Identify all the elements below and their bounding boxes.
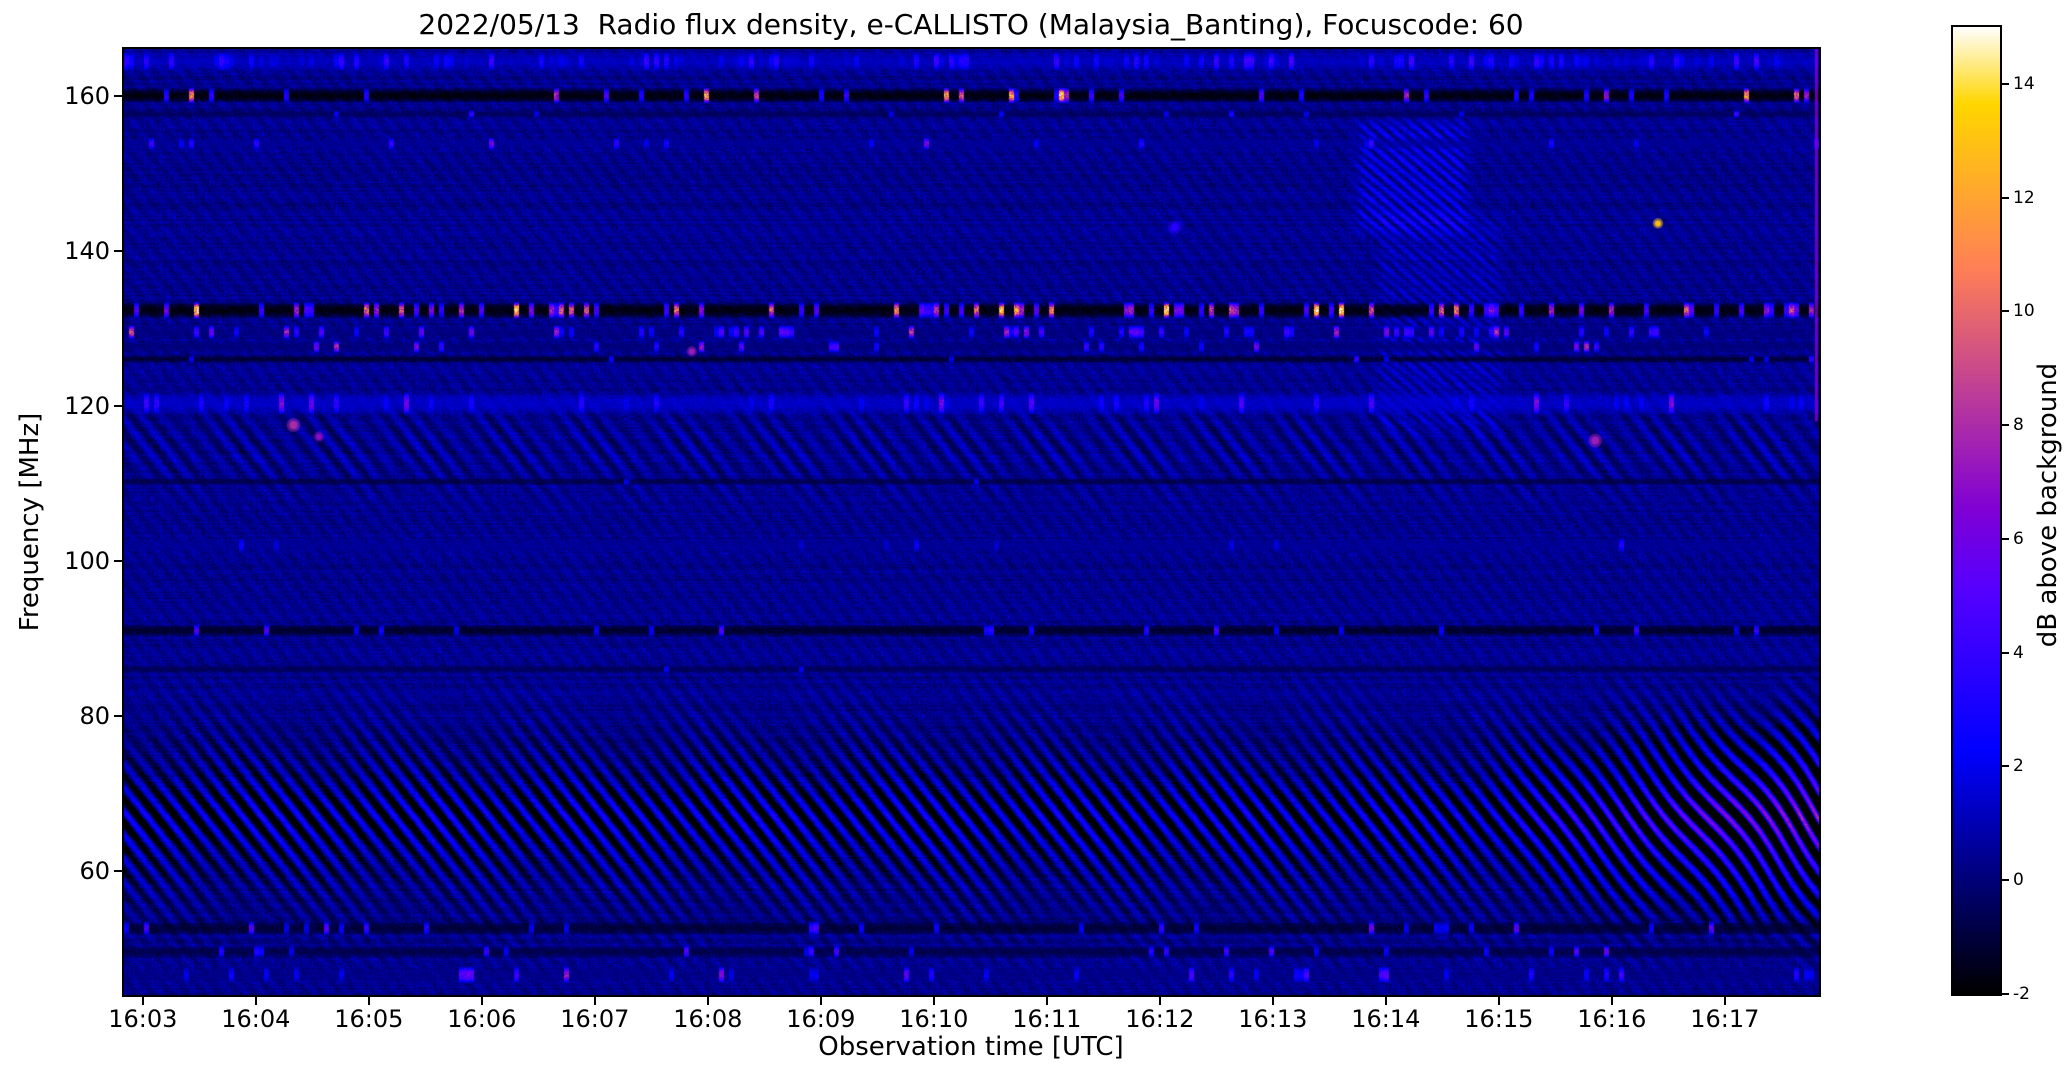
x-tick-label: 16:12 — [1125, 1005, 1195, 1033]
colorbar-tick-mark — [2002, 196, 2009, 199]
spectrogram-plot — [122, 47, 1821, 997]
spectrogram-canvas — [124, 49, 1819, 995]
colorbar-tick-label: 10 — [2013, 301, 2035, 322]
colorbar-tick-label: 12 — [2013, 187, 2035, 208]
colorbar-tick-label: 8 — [2013, 415, 2024, 436]
x-tick-label: 16:06 — [447, 1005, 517, 1033]
y-tick-label: 100 — [64, 546, 110, 575]
y-tick-label: 80 — [79, 701, 110, 730]
colorbar — [1951, 25, 2002, 996]
colorbar-tick-label: -2 — [2013, 984, 2030, 1004]
colorbar-canvas — [1953, 27, 2000, 994]
x-tick-mark — [1497, 997, 1500, 1005]
colorbar-tick-label: 2 — [2013, 756, 2024, 777]
colorbar-tick-mark — [2002, 765, 2009, 768]
y-axis-label: Frequency [MHz] — [15, 412, 45, 632]
colorbar-label: dB above background — [2033, 362, 2063, 648]
x-tick-mark — [819, 997, 822, 1005]
x-tick-mark — [254, 997, 257, 1005]
x-tick-mark — [593, 997, 596, 1005]
x-tick-mark — [1610, 997, 1613, 1005]
x-tick-mark — [480, 997, 483, 1005]
x-tick-label: 16:08 — [673, 1005, 743, 1033]
y-tick-mark — [114, 869, 122, 872]
x-axis-label: Observation time [UTC] — [818, 1032, 1124, 1062]
colorbar-tick-label: 0 — [2013, 870, 2024, 891]
x-tick-mark — [1384, 997, 1387, 1005]
x-tick-mark — [1158, 997, 1161, 1005]
y-tick-mark — [114, 249, 122, 252]
x-tick-label: 16:11 — [1012, 1005, 1082, 1033]
x-tick-mark — [932, 997, 935, 1005]
x-tick-mark — [1045, 997, 1048, 1005]
x-tick-label: 16:17 — [1690, 1005, 1760, 1033]
colorbar-tick-mark — [2002, 424, 2009, 427]
x-tick-label: 16:10 — [899, 1005, 969, 1033]
y-tick-mark — [114, 559, 122, 562]
y-tick-label: 120 — [64, 391, 110, 420]
x-tick-label: 16:13 — [1238, 1005, 1308, 1033]
colorbar-tick-label: 4 — [2013, 642, 2024, 663]
x-tick-mark — [141, 997, 144, 1005]
x-tick-label: 16:07 — [560, 1005, 630, 1033]
x-tick-mark — [706, 997, 709, 1005]
x-tick-label: 16:15 — [1464, 1005, 1534, 1033]
colorbar-tick-mark — [2002, 82, 2009, 85]
y-tick-label: 160 — [64, 81, 110, 110]
colorbar-tick-mark — [2002, 879, 2009, 882]
x-tick-label: 16:05 — [334, 1005, 404, 1033]
x-tick-mark — [367, 997, 370, 1005]
x-tick-mark — [1723, 997, 1726, 1005]
x-tick-mark — [1271, 997, 1274, 1005]
x-tick-label: 16:09 — [786, 1005, 856, 1033]
x-tick-label: 16:03 — [108, 1005, 178, 1033]
y-tick-mark — [114, 404, 122, 407]
colorbar-tick-mark — [2002, 537, 2009, 540]
colorbar-tick-mark — [2002, 651, 2009, 654]
x-tick-label: 16:04 — [221, 1005, 291, 1033]
y-tick-mark — [114, 714, 122, 717]
colorbar-tick-label: 14 — [2013, 73, 2035, 94]
chart-title: 2022/05/13 Radio flux density, e-CALLIST… — [418, 8, 1524, 41]
y-tick-label: 140 — [64, 236, 110, 265]
x-tick-label: 16:16 — [1577, 1005, 1647, 1033]
y-tick-label: 60 — [79, 856, 110, 885]
colorbar-tick-mark — [2002, 310, 2009, 313]
x-tick-label: 16:14 — [1351, 1005, 1421, 1033]
y-tick-mark — [114, 94, 122, 97]
colorbar-tick-label: 6 — [2013, 528, 2024, 549]
colorbar-tick-mark — [2002, 993, 2009, 995]
